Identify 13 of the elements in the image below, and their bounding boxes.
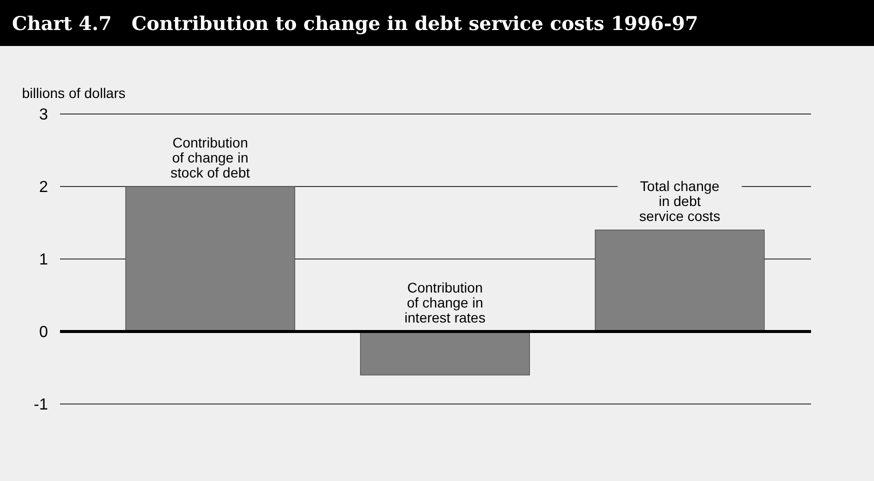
x-tick-label: Contribution of change in interest rates — [404, 280, 486, 326]
x-tick-label: Contribution of change in stock of debt — [170, 134, 250, 180]
chart-title: Chart 4.7 Contribution to change in debt service costs 1996-97 — [12, 13, 698, 35]
bar — [360, 331, 530, 376]
y-tick-label: 0 — [39, 324, 48, 342]
bar — [125, 186, 296, 332]
y-tick-label: 1 — [39, 252, 48, 269]
y-axis-title: billions of dollars — [22, 85, 126, 101]
y-tick-label: -1 — [34, 396, 48, 414]
x-tick-label: Total change in debt service costs — [639, 178, 720, 224]
bar — [594, 230, 765, 332]
y-tick-label: 2 — [39, 179, 48, 196]
y-tick-label: 3 — [39, 106, 48, 124]
